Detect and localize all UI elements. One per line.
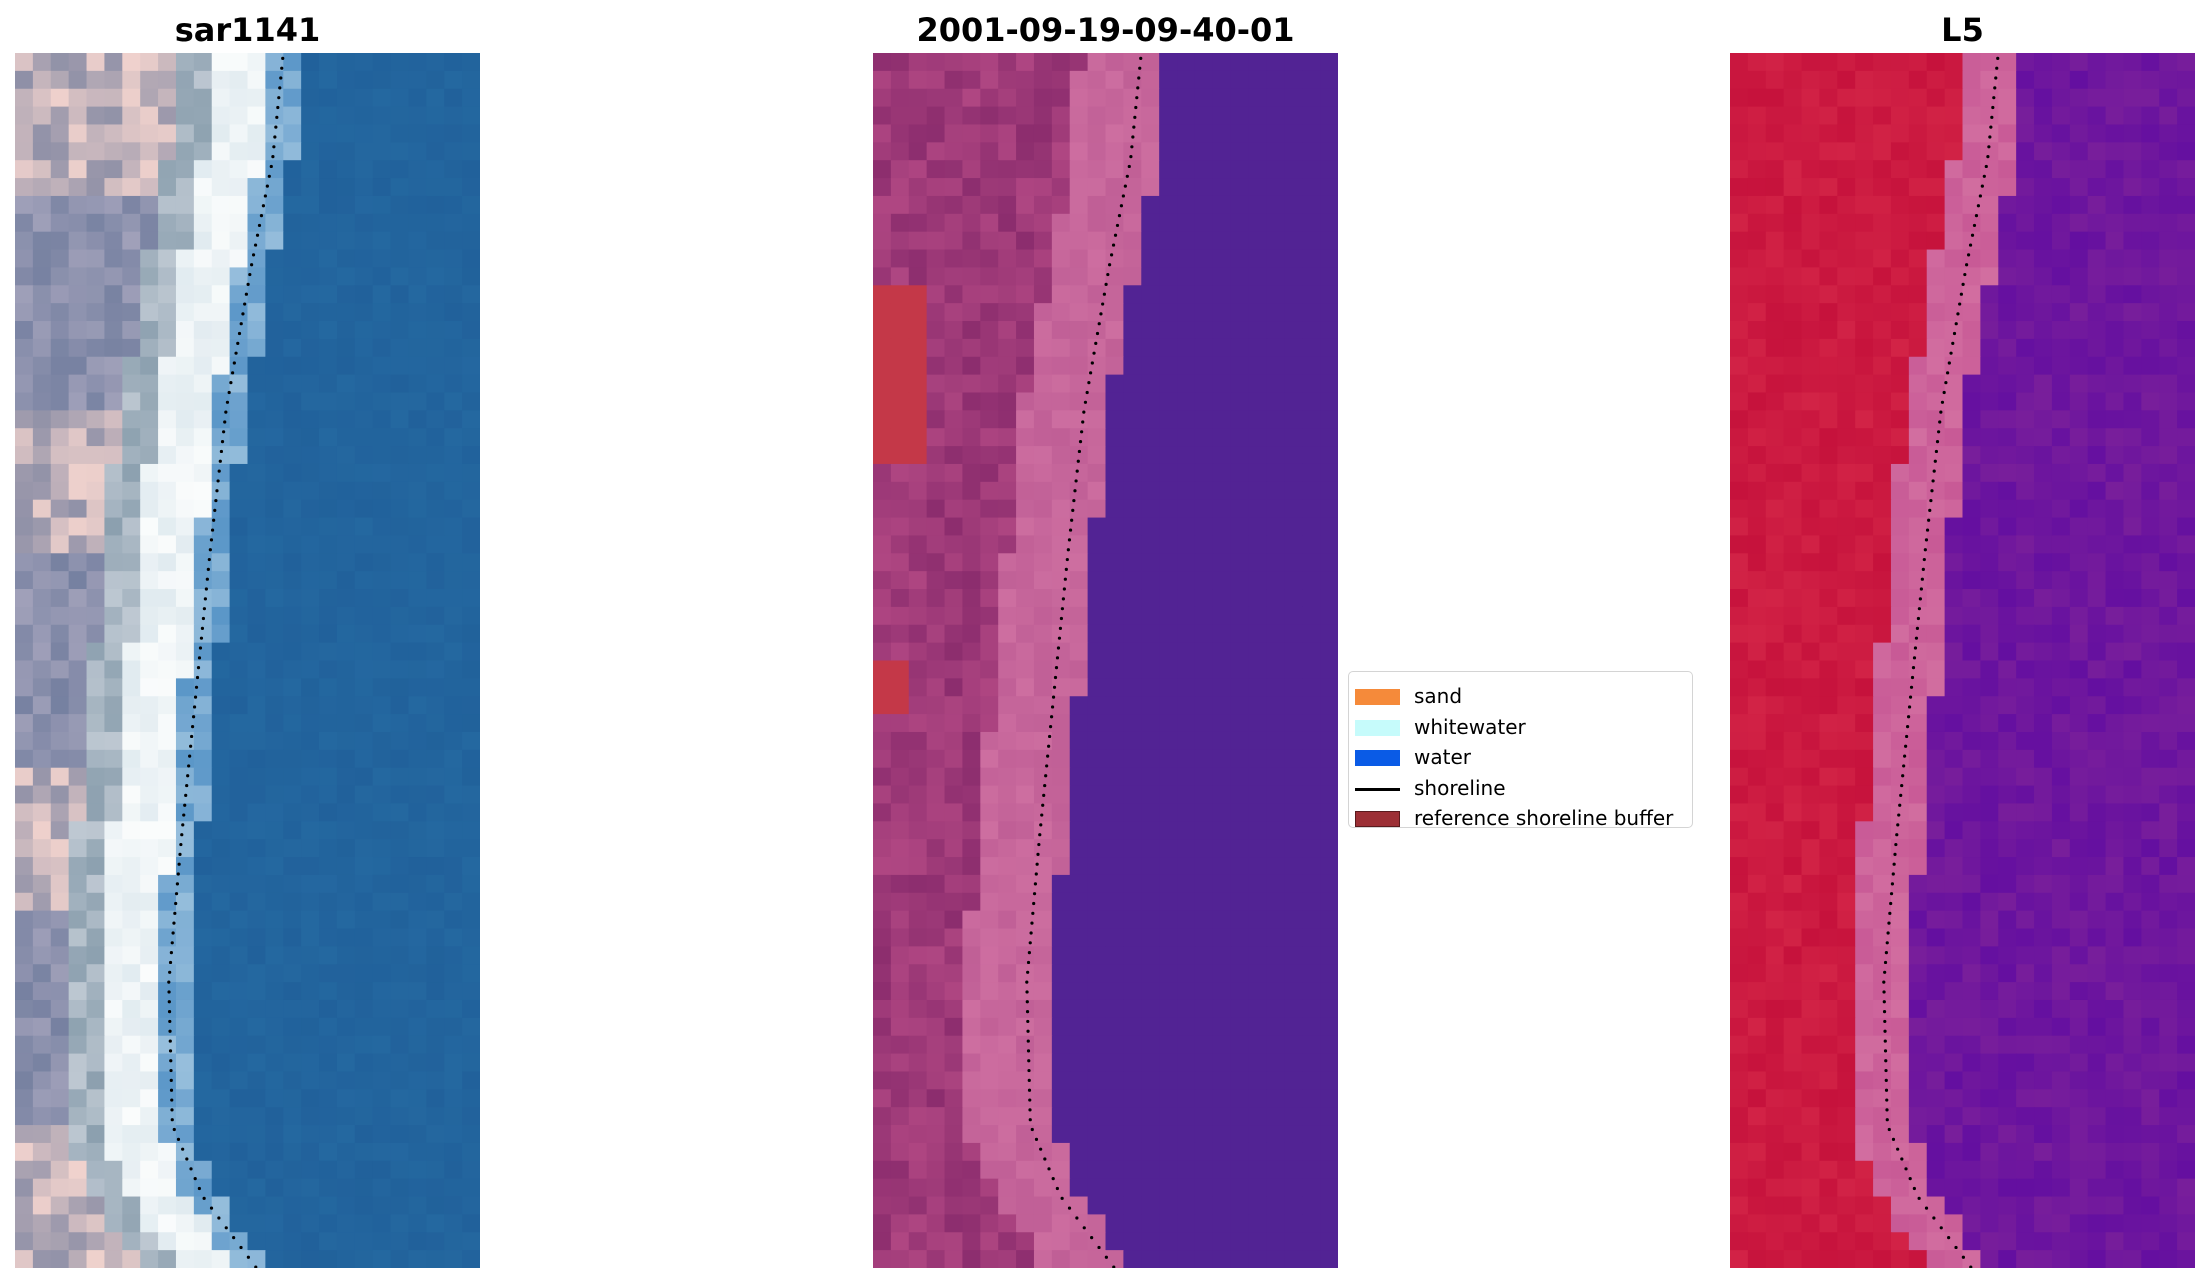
- shoreline-dots: [167, 56, 285, 1268]
- panel-title-rgb: sar1141: [174, 11, 321, 49]
- sand-swatch: [1355, 689, 1400, 705]
- legend-item-sand: sand: [1349, 681, 1692, 712]
- classified-image: [873, 53, 1338, 1268]
- legend-label: shoreline: [1414, 775, 1506, 800]
- legend: sand whitewater water shoreline referenc…: [1348, 671, 1693, 830]
- index-image-panel: [1730, 53, 2195, 1268]
- panel-title-classified: 2001-09-19-09-40-01: [916, 11, 1295, 49]
- legend-item-water: water: [1349, 742, 1692, 773]
- classified-image-panel: [873, 53, 1338, 1268]
- water-index-image: [1730, 53, 2195, 1268]
- legend-label: reference shoreline buffer: [1414, 806, 1674, 830]
- shoreline-dots: [1882, 56, 2000, 1268]
- image-pixels: [15, 53, 480, 1268]
- water-swatch: [1355, 750, 1400, 766]
- legend-label: whitewater: [1414, 714, 1526, 739]
- shoreline-dots: [1025, 56, 1143, 1268]
- image-pixels: [1730, 53, 2195, 1268]
- legend-label: sand: [1414, 684, 1463, 708]
- rgb-image-panel: [15, 53, 480, 1268]
- legend-item-reference-buffer: reference shoreline buffer: [1349, 803, 1692, 834]
- rgb-satellite-image: [15, 53, 480, 1268]
- reference-buffer-swatch: [1355, 811, 1400, 827]
- panel-title-index: L5: [1941, 11, 1984, 49]
- whitewater-swatch: [1355, 719, 1400, 736]
- legend-item-shoreline: shoreline: [1349, 773, 1692, 804]
- image-pixels: [873, 53, 1338, 1268]
- legend-label: water: [1414, 745, 1471, 769]
- legend-item-whitewater: whitewater: [1349, 712, 1692, 743]
- shoreline-line-icon: [1355, 787, 1400, 791]
